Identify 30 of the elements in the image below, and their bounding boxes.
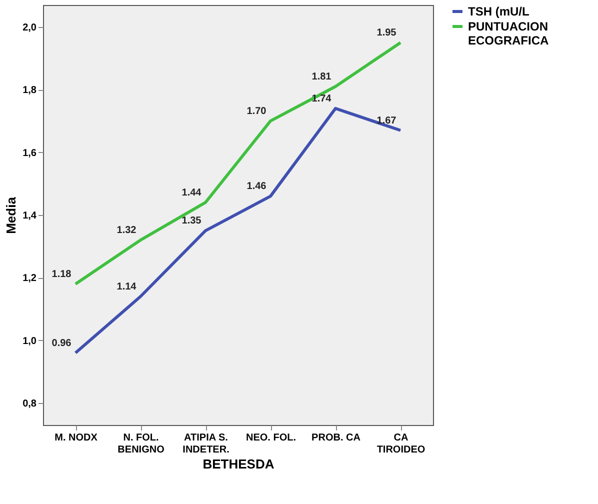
- data-label: 0.96: [52, 338, 72, 349]
- data-label: 1.32: [116, 225, 137, 236]
- data-label: 1.35: [182, 216, 202, 227]
- y-tick-label: 2,0: [22, 22, 37, 34]
- y-axis-title: Media: [4, 196, 19, 234]
- data-label: 1.95: [376, 28, 397, 39]
- y-tick-label: 1,6: [22, 148, 37, 159]
- y-tick-label: 1,8: [22, 85, 37, 96]
- data-label: 1.70: [246, 106, 267, 117]
- y-tick-label: 1,2: [22, 273, 37, 284]
- data-label: 1.44: [182, 187, 202, 198]
- x-tick-label: PROB. CA: [312, 432, 360, 444]
- legend-label: TSH (mU/L: [468, 4, 530, 18]
- data-label: 1.81: [312, 71, 332, 82]
- data-label: 1.74: [312, 93, 332, 104]
- data-label: 1.18: [52, 268, 72, 280]
- y-tick-label: 0,8: [22, 398, 37, 410]
- y-tick-label: 1,4: [22, 210, 37, 222]
- data-label: 1.14: [116, 281, 137, 292]
- x-axis-title: BETHESDA: [202, 456, 275, 472]
- x-tick-label: M. NODX: [54, 432, 98, 444]
- data-label: 1.46: [246, 181, 267, 192]
- line-series: [74, 106, 402, 354]
- x-tick-label: N. FOL. BENIGNO: [118, 432, 165, 456]
- legend-label: PUNTUACION ECOGRAFICA: [468, 20, 549, 48]
- data-label: 1.67: [376, 115, 397, 126]
- x-tick-label: ATIPIA S. INDETER.: [182, 432, 230, 456]
- x-tick-label: CA TIROIDEO: [376, 432, 426, 456]
- x-tick-label: NEO. FOL.: [246, 432, 296, 444]
- y-tick-label: 1,0: [22, 336, 37, 347]
